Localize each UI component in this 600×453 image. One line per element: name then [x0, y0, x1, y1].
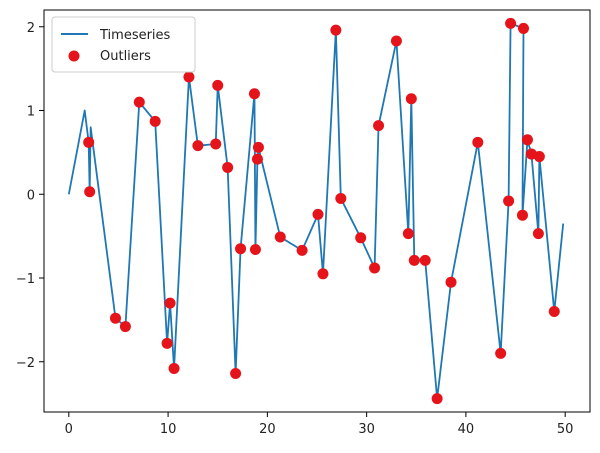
outlier-point-10	[192, 140, 204, 152]
outlier-point-12	[212, 79, 224, 91]
outlier-point-16	[248, 88, 260, 100]
outlier-point-23	[317, 268, 329, 280]
outlier-point-7	[164, 297, 176, 309]
outlier-point-21	[296, 244, 308, 256]
legend-label-outliers: Outliers	[100, 49, 151, 64]
outlier-point-4	[133, 96, 145, 108]
outlier-markers	[83, 17, 560, 405]
x-tick-label: 30	[358, 422, 375, 437]
outlier-point-42	[521, 134, 533, 146]
x-tick-label: 10	[160, 422, 177, 437]
outlier-point-31	[405, 93, 417, 105]
x-tick-label: 20	[259, 422, 276, 437]
outlier-point-37	[495, 347, 507, 359]
outlier-point-30	[402, 228, 414, 240]
outlier-point-14	[230, 367, 242, 379]
legend-frame	[51, 16, 196, 73]
outlier-point-41	[517, 22, 529, 34]
outlier-point-5	[149, 115, 161, 127]
outlier-point-6	[161, 337, 173, 349]
y-tick-label: 1	[27, 105, 35, 120]
outlier-point-28	[373, 120, 385, 132]
outlier-point-33	[419, 254, 431, 266]
outlier-point-20	[274, 231, 286, 243]
outlier-point-18	[251, 153, 263, 165]
outlier-point-1	[84, 186, 96, 198]
outlier-point-19	[252, 141, 264, 153]
outlier-point-46	[548, 306, 560, 317]
outlier-point-35	[445, 276, 457, 288]
y-axis: −2 −1 0 1 2	[16, 21, 44, 371]
outlier-point-11	[210, 138, 222, 150]
y-tick-label: −2	[16, 356, 35, 371]
outlier-point-2	[109, 312, 121, 324]
legend: Timeseries Outliers	[51, 16, 196, 73]
y-tick-label: −1	[16, 272, 35, 287]
outlier-point-40	[516, 209, 528, 221]
outlier-point-3	[119, 321, 131, 333]
outlier-point-9	[183, 71, 195, 83]
outlier-point-39	[505, 17, 517, 29]
outlier-point-24	[330, 24, 342, 36]
outlier-point-38	[503, 195, 515, 207]
x-axis: 0 10 20 30 40 50	[65, 412, 574, 437]
outlier-point-44	[532, 228, 544, 240]
outlier-point-26	[355, 232, 367, 244]
y-tick-label: 0	[27, 188, 35, 203]
outlier-point-32	[408, 254, 420, 266]
y-tick-label: 2	[27, 21, 35, 36]
x-tick-label: 0	[65, 422, 73, 437]
outlier-point-0	[83, 136, 95, 148]
outlier-point-22	[312, 208, 324, 220]
outlier-point-45	[533, 151, 545, 163]
outlier-point-36	[472, 136, 484, 148]
outlier-point-27	[369, 262, 381, 274]
x-tick-label: 40	[458, 422, 475, 437]
x-tick-label: 50	[557, 422, 574, 437]
outlier-point-25	[335, 192, 347, 204]
legend-dot-swatch	[68, 50, 80, 62]
legend-label-timeseries: Timeseries	[99, 28, 171, 43]
outlier-point-8	[168, 362, 180, 374]
outlier-point-17	[249, 244, 261, 256]
outlier-point-13	[222, 161, 234, 173]
plot-content	[67, 17, 565, 405]
plot-frame	[43, 9, 591, 413]
outlier-point-34	[431, 393, 443, 405]
outlier-point-15	[235, 243, 247, 255]
outlier-point-29	[390, 35, 402, 47]
